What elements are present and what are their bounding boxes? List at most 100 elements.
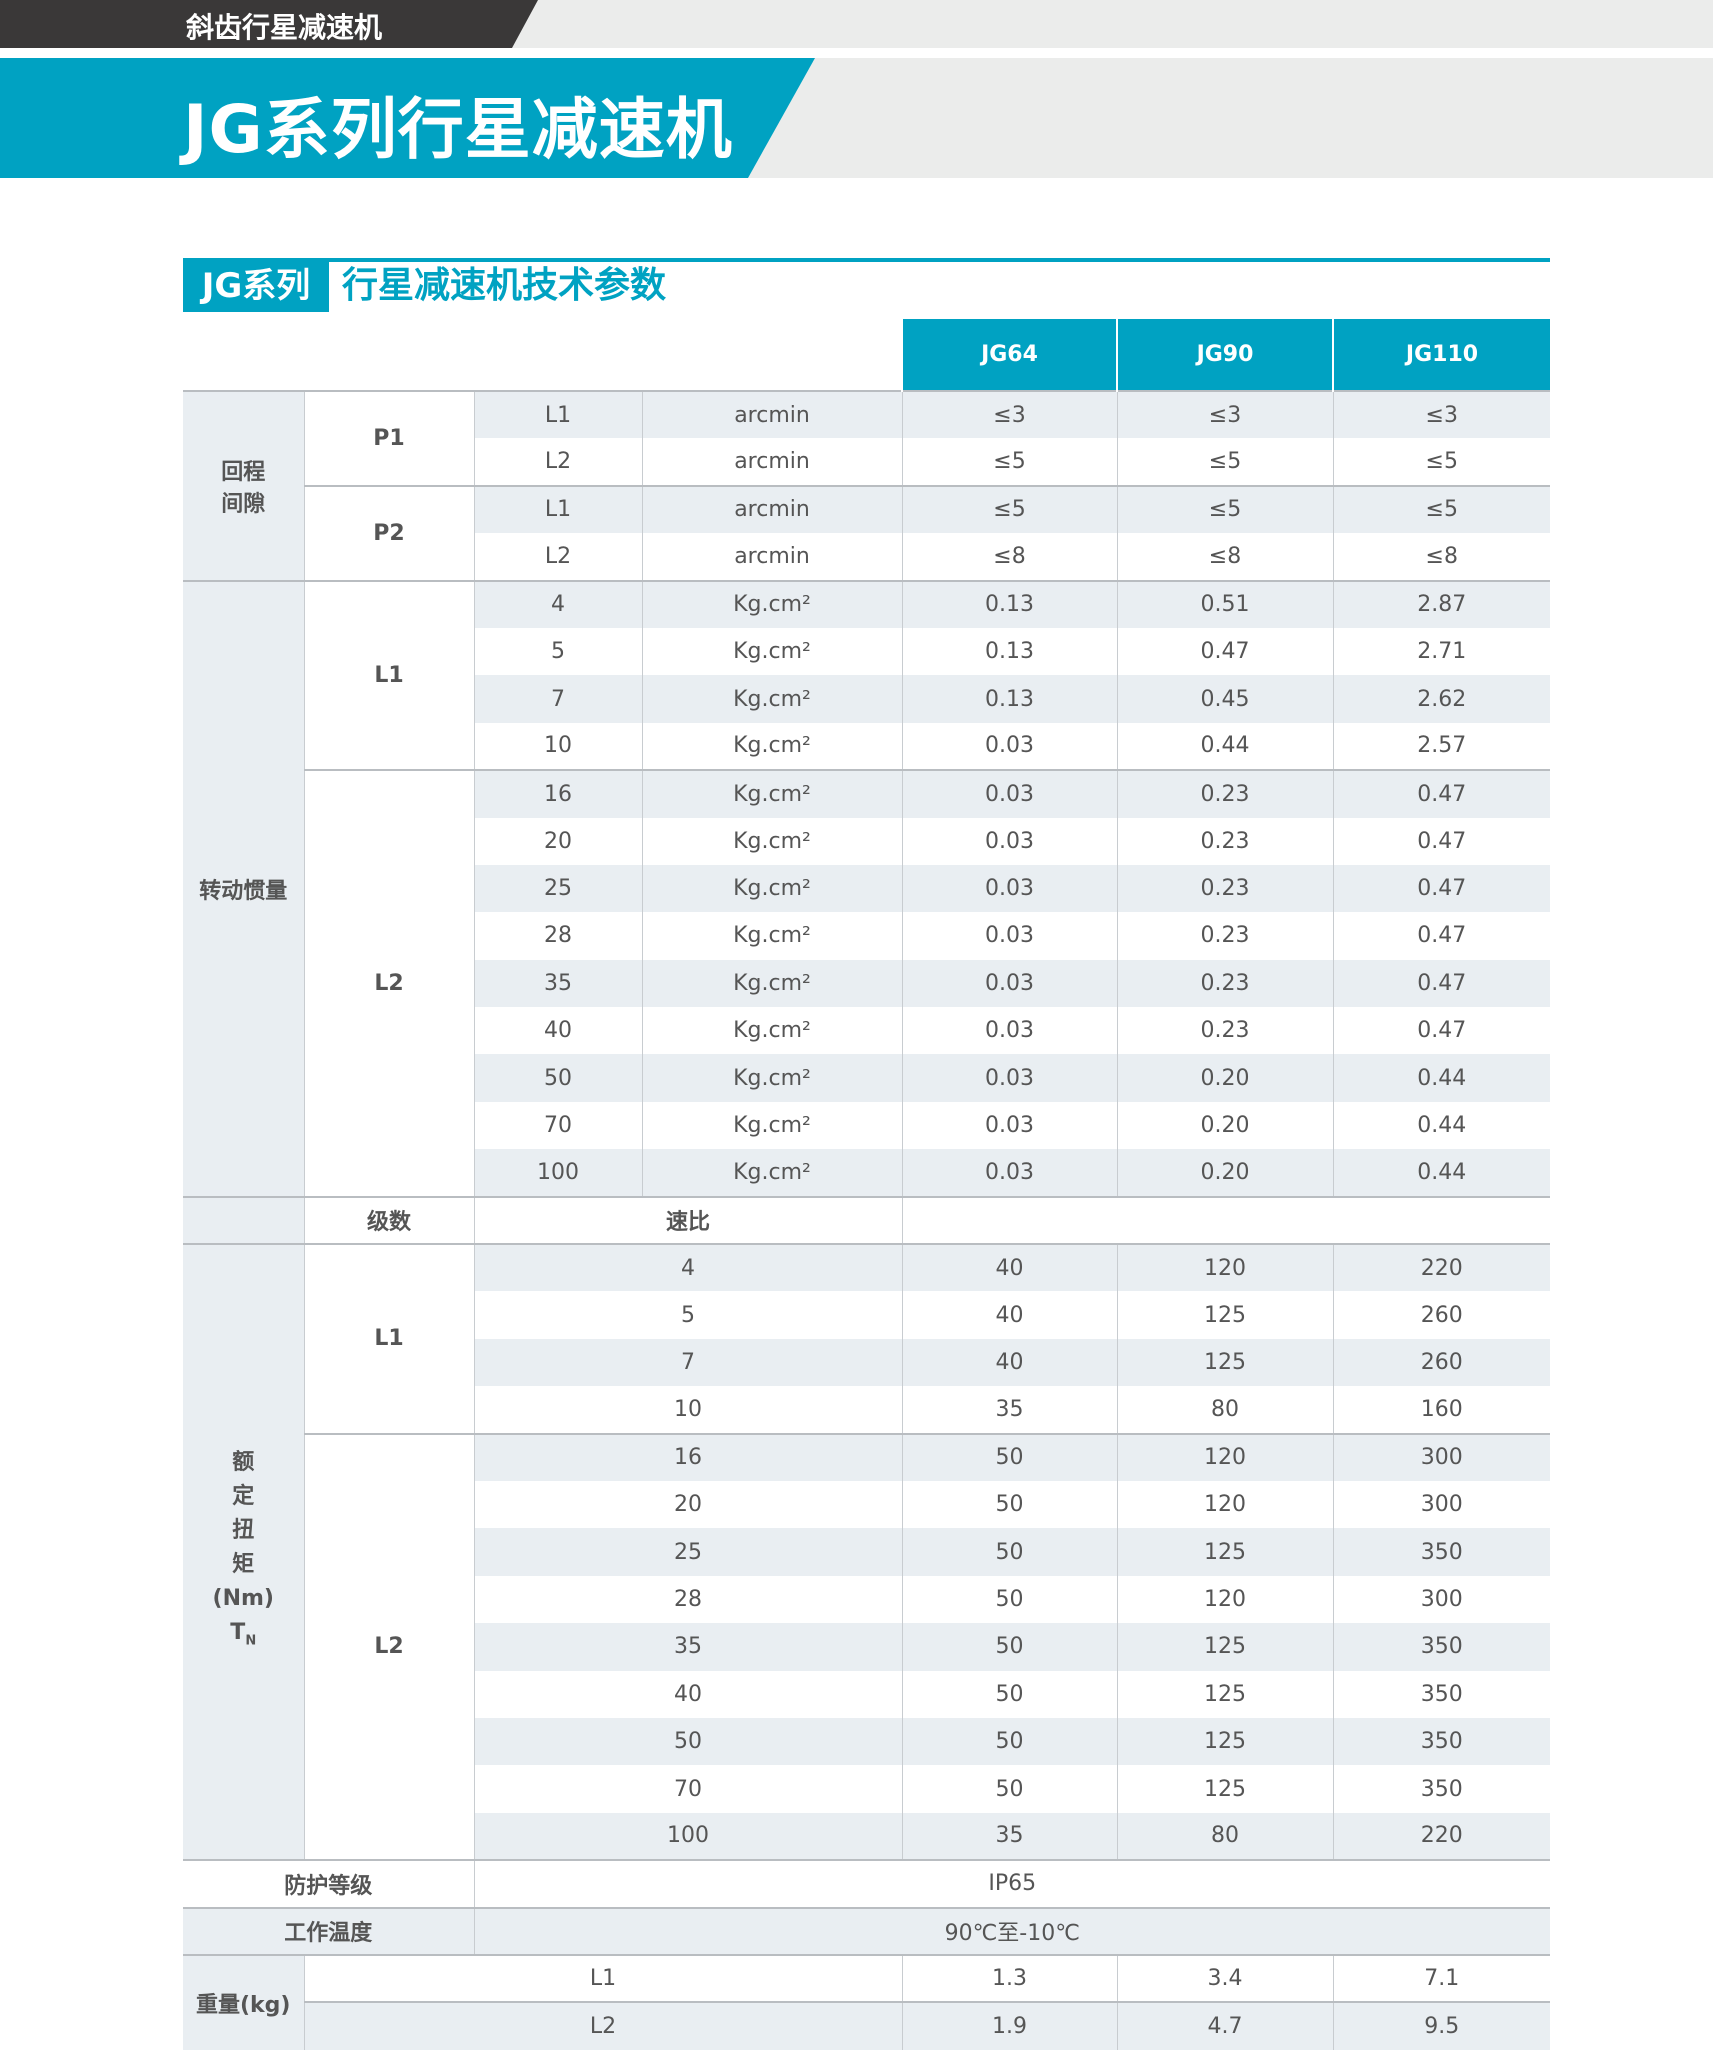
value-cell: 120 <box>1116 1432 1334 1481</box>
ratio-cell: 35 <box>473 959 643 1008</box>
ratio-cell: 50 <box>473 1054 643 1102</box>
value-cell: 0.47 <box>1332 769 1550 818</box>
label-line: 间隙 <box>221 491 266 517</box>
unit-cell: Kg.cm² <box>641 675 903 723</box>
table-row: 5 40 125 260 <box>183 1291 1550 1339</box>
value-cell: ≤5 <box>1332 438 1550 486</box>
value-cell: 350 <box>1332 1528 1550 1576</box>
unit-cell: Kg.cm² <box>641 579 903 628</box>
ratio-cell: 16 <box>473 1432 903 1481</box>
table-row: 35 50 125 350 <box>183 1623 1550 1671</box>
weight-row: 重量(kg) L1 1.3 3.4 7.1 <box>183 1953 1550 2050</box>
stage-cell: L1 <box>473 389 643 439</box>
value-cell: 0.03 <box>901 817 1118 865</box>
unit-cell: Kg.cm² <box>641 722 903 771</box>
torque-header-empty <box>901 1195 1550 1245</box>
temperature-value: 90℃至-10℃ <box>473 1906 1550 1955</box>
title-banner: JG系列行星减速机 <box>0 58 815 178</box>
value-cell: 120 <box>1116 1243 1334 1292</box>
ratio-cell: 16 <box>473 769 643 818</box>
stage-cell: L2 <box>473 438 643 486</box>
value-cell: 80 <box>1116 1386 1334 1434</box>
value-cell: 80 <box>1116 1812 1334 1861</box>
value-cell: 0.03 <box>901 959 1118 1008</box>
table-row: P2 L1 arcmin ≤5 ≤5 ≤5 <box>183 484 1550 581</box>
table-row: L2 arcmin ≤5 ≤5 ≤5 <box>183 438 1550 486</box>
torque-label: 额定扭矩 (Nm) TN <box>183 1243 305 1861</box>
section-divider <box>183 258 1550 262</box>
group-label: P2 <box>303 484 475 581</box>
ratio-cell: 5 <box>473 627 643 676</box>
stage-header: 级数 <box>303 1195 475 1245</box>
value-cell: 0.13 <box>901 627 1118 676</box>
value-cell: 220 <box>1332 1243 1550 1292</box>
ratio-cell: 100 <box>473 1812 903 1861</box>
weight-row: L2 1.9 4.7 9.5 <box>183 2001 1550 2050</box>
value-cell: 125 <box>1116 1717 1334 1766</box>
protection-label: 防护等级 <box>183 1859 475 1908</box>
value-cell: 260 <box>1332 1338 1550 1387</box>
ratio-cell: 4 <box>473 1243 903 1292</box>
table-row: 25 Kg.cm² 0.03 0.23 0.47 <box>183 864 1550 913</box>
protection-row: 防护等级 IP65 <box>183 1859 1550 1908</box>
table-row: 额定扭矩 (Nm) TN L1 4 40 120 220 <box>183 1243 1550 1861</box>
value-cell: 0.45 <box>1116 675 1334 723</box>
value-cell: 0.03 <box>901 1007 1118 1055</box>
unit-cell: Kg.cm² <box>641 1054 903 1102</box>
value-cell: ≤8 <box>1332 533 1550 581</box>
unit-cell: Kg.cm² <box>641 1101 903 1150</box>
section-label: JG系列 <box>183 262 329 312</box>
ratio-cell: 70 <box>473 1765 903 1813</box>
model-header-jg90: JG90 <box>1116 319 1333 391</box>
value-cell: 300 <box>1332 1432 1550 1481</box>
value-cell: 125 <box>1116 1291 1334 1339</box>
ratio-cell: 70 <box>473 1101 643 1150</box>
torque-header-blank <box>183 1195 305 1245</box>
value-cell: 50 <box>901 1623 1118 1671</box>
table-row: 10 Kg.cm² 0.03 0.44 2.57 <box>183 722 1550 771</box>
ratio-cell: 50 <box>473 1717 903 1766</box>
label-line: 回程 <box>221 459 266 485</box>
unit-cell: Kg.cm² <box>641 912 903 960</box>
value-cell: ≤5 <box>1116 438 1334 486</box>
value-cell: 0.23 <box>1116 817 1334 865</box>
value-cell: 1.9 <box>901 2001 1118 2050</box>
ratio-cell: 10 <box>473 722 643 771</box>
table-row: 40 50 125 350 <box>183 1670 1550 1718</box>
ratio-cell: 28 <box>473 1575 903 1624</box>
value-cell: 7.1 <box>1332 1953 1550 2003</box>
value-cell: 220 <box>1332 1812 1550 1861</box>
value-cell: 0.03 <box>901 1101 1118 1150</box>
value-cell: 0.44 <box>1332 1054 1550 1102</box>
value-cell: 2.87 <box>1332 579 1550 628</box>
stage-cell: L1 <box>303 1953 903 2003</box>
value-cell: 50 <box>901 1717 1118 1766</box>
value-cell: 120 <box>1116 1575 1334 1624</box>
value-cell: 2.57 <box>1332 722 1550 771</box>
table-row: 10 35 80 160 <box>183 1386 1550 1434</box>
category-label: 斜齿行星减速机 <box>186 11 383 44</box>
table-row: 7 Kg.cm² 0.13 0.45 2.62 <box>183 675 1550 723</box>
section-title: 行星减速机技术参数 <box>342 265 667 306</box>
value-cell: 0.47 <box>1116 627 1334 676</box>
table-row: 100 Kg.cm² 0.03 0.20 0.44 <box>183 1149 1550 1197</box>
value-cell: 0.20 <box>1116 1054 1334 1102</box>
inertia-label: 转动惯量 <box>183 579 305 1197</box>
unit-cell: arcmin <box>641 438 903 486</box>
value-cell: 4.7 <box>1116 2001 1334 2050</box>
model-header-jg110: JG110 <box>1332 319 1550 391</box>
unit-cell: Kg.cm² <box>641 769 903 818</box>
value-cell: 125 <box>1116 1765 1334 1813</box>
ratio-cell: 5 <box>473 1291 903 1339</box>
group-label: L2 <box>303 769 475 1197</box>
unit-cell: Kg.cm² <box>641 1007 903 1055</box>
header-row: JG64 JG90 JG110 <box>183 319 1550 391</box>
value-cell: 300 <box>1332 1480 1550 1529</box>
unit-cell: arcmin <box>641 533 903 581</box>
value-cell: ≤5 <box>1116 484 1334 534</box>
ratio-cell: 40 <box>473 1007 643 1055</box>
value-cell: 0.13 <box>901 675 1118 723</box>
ratio-cell: 7 <box>473 1338 903 1387</box>
value-cell: 40 <box>901 1243 1118 1292</box>
value-cell: 0.47 <box>1332 959 1550 1008</box>
